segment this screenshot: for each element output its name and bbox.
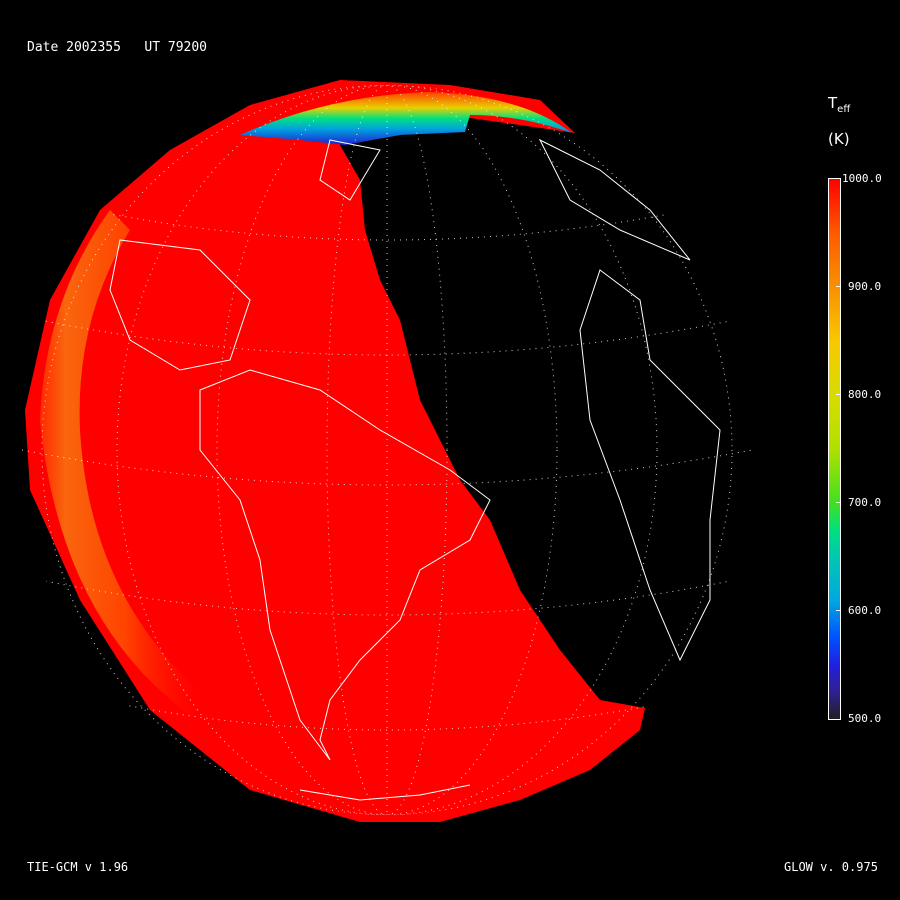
colorbar-tick-label: 900.0 [848,280,882,293]
dayside-region [25,80,645,822]
date-label: Date 2002355 UT 79200 [27,40,208,55]
model-version-label: TIE-GCM v 1.96 [27,860,129,874]
colorbar [828,178,841,720]
colorbar-tick-label: 800.0 [848,388,882,401]
colorbar-title-sub: eff [837,104,851,115]
colorbar-tick-label: 700.0 [848,496,882,509]
colorbar-tickmark [836,610,840,611]
colorbar-unit: (K) [828,130,850,148]
colorbar-title-main: T [828,94,838,112]
colorbar-tick-label: 500.0 [848,712,882,725]
glow-version-label: GLOW v. 0.975 [784,860,878,874]
coastlines [109,138,721,801]
colorbar-title: Teff [828,94,850,115]
colorbar-tick-label: 600.0 [848,604,882,617]
colorbar-tickmark [836,502,840,503]
auroral-band [240,92,572,145]
colorbar-tick-label: 1000.0 [842,172,882,185]
colorbar-tickmark [836,394,840,395]
limb-gradient [40,210,210,715]
colorbar-tickmark [836,286,840,287]
graticule [22,85,752,815]
